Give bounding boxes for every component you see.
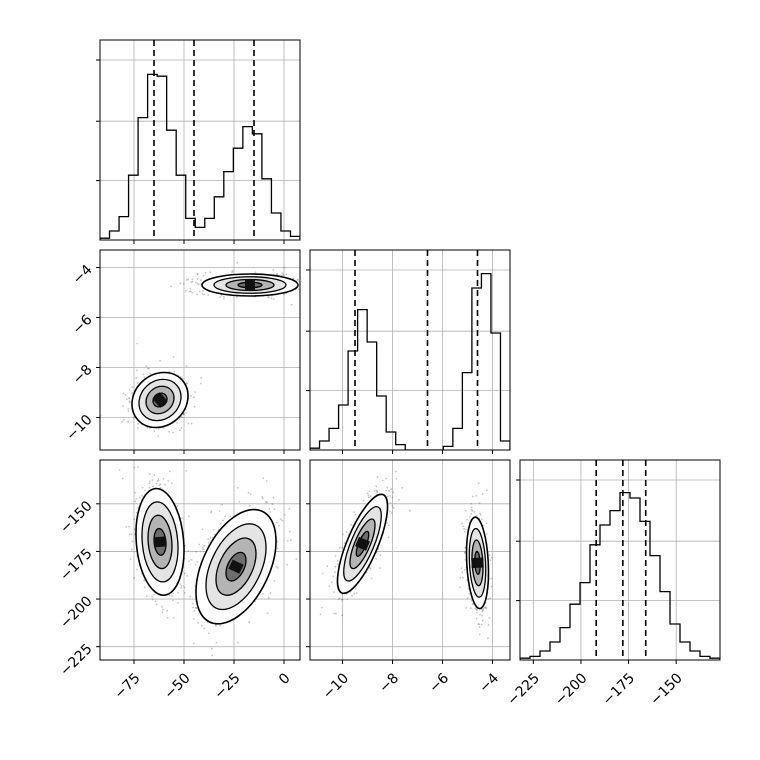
density-peak xyxy=(228,559,244,574)
scatter-panel-0-2 xyxy=(96,459,301,664)
histogram-panel-0 xyxy=(96,39,301,244)
panel-frame xyxy=(519,459,721,661)
scatter-panel-1-2 xyxy=(306,459,511,664)
density-peak xyxy=(153,536,167,548)
y-tick-label: −175 xyxy=(57,546,96,585)
x-tick-label: −75 xyxy=(111,670,143,702)
histogram-steps xyxy=(310,272,510,450)
y-tick-label: −225 xyxy=(57,641,96,680)
y-tick-label: −4 xyxy=(70,262,96,288)
x-tick-label: −200 xyxy=(552,670,591,709)
x-tick-label: −25 xyxy=(211,670,243,702)
x-tick-label: −175 xyxy=(600,670,639,709)
x-tick-label: −4 xyxy=(476,670,502,696)
histogram-steps xyxy=(100,73,300,240)
x-tick-label: −50 xyxy=(161,670,193,702)
y-tick-label: −150 xyxy=(57,498,96,537)
y-tick-label: −10 xyxy=(63,412,95,444)
x-tick-label: −150 xyxy=(647,670,686,709)
x-tick-label: 0 xyxy=(276,670,294,688)
panel-frame xyxy=(99,39,301,241)
x-tick-label: −10 xyxy=(320,670,352,702)
panel-frame xyxy=(309,249,511,451)
x-tick-label: −8 xyxy=(376,670,402,696)
histogram-steps xyxy=(520,491,720,660)
panel-frame xyxy=(99,249,301,451)
x-tick-label: −6 xyxy=(426,670,452,696)
y-tick-label: −200 xyxy=(57,593,96,632)
histogram-panel-1 xyxy=(306,249,511,454)
y-tick-label: −6 xyxy=(70,312,96,338)
density-peak xyxy=(355,536,370,551)
histogram-panel-2 xyxy=(516,459,721,664)
density-peak xyxy=(152,392,168,408)
density-peak xyxy=(471,557,484,569)
panel-frame xyxy=(99,459,301,661)
density-peak xyxy=(245,279,255,291)
panel-frame xyxy=(309,459,511,661)
x-tick-label: −225 xyxy=(504,670,543,709)
scatter-panel-0-1 xyxy=(96,249,301,454)
y-tick-label: −8 xyxy=(70,362,96,388)
